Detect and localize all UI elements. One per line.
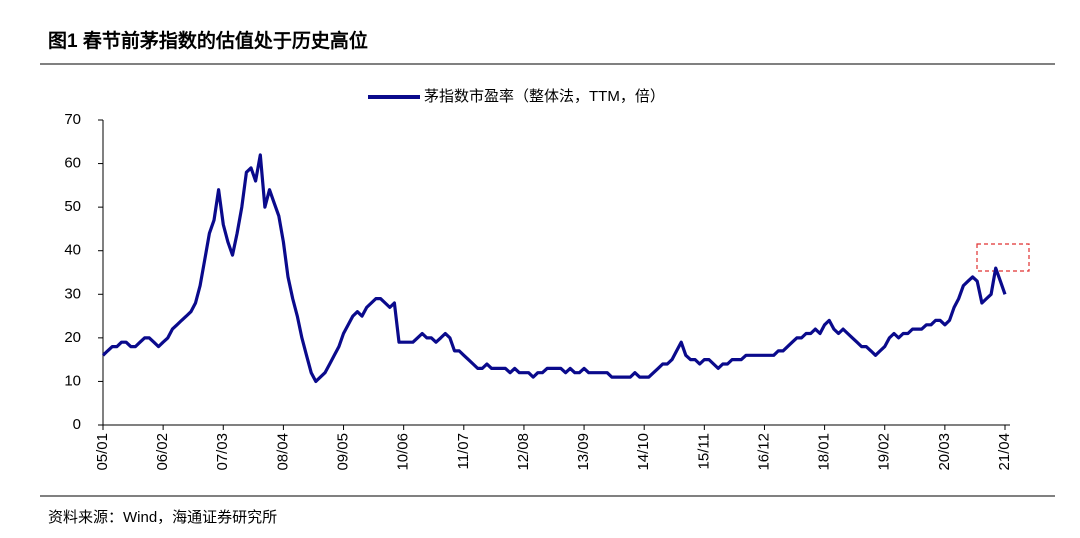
y-tick-label: 20 <box>64 329 81 346</box>
y-tick-label: 0 <box>73 416 81 433</box>
series-line <box>101 153 1007 383</box>
x-tick-label: 08/04 <box>274 433 291 471</box>
y-tick-label: 10 <box>64 372 81 389</box>
x-tick-label: 13/09 <box>575 433 592 471</box>
x-tick-label: 21/04 <box>996 433 1013 471</box>
chart-title: 图1 春节前茅指数的估值处于历史高位 <box>48 29 368 52</box>
x-tick-label: 11/07 <box>455 433 472 469</box>
highlight-box <box>976 243 1030 272</box>
x-tick-label: 15/11 <box>695 433 712 469</box>
y-tick-label: 60 <box>64 155 81 172</box>
source-note: 资料来源：Wind，海通证券研究所 <box>48 509 277 526</box>
x-tick-label: 05/01 <box>94 433 111 471</box>
y-tick-label: 50 <box>64 198 81 215</box>
y-tick-label: 70 <box>64 111 81 128</box>
y-tick-label: 30 <box>64 285 81 302</box>
x-tick-label: 18/01 <box>816 433 833 471</box>
x-tick-label: 09/05 <box>335 433 352 471</box>
x-tick-label: 20/03 <box>936 433 953 471</box>
x-tick-label: 12/08 <box>515 433 532 471</box>
x-tick-label: 10/06 <box>395 433 412 471</box>
x-tick-label: 16/12 <box>755 433 772 471</box>
x-tick-label: 06/02 <box>154 433 171 471</box>
y-tick-label: 40 <box>64 242 81 259</box>
x-tick-label: 07/03 <box>214 433 231 471</box>
x-tick-label: 14/10 <box>635 433 652 471</box>
legend-label: 茅指数市盈率（整体法，TTM，倍） <box>424 88 665 105</box>
x-tick-label: 19/02 <box>876 433 893 471</box>
